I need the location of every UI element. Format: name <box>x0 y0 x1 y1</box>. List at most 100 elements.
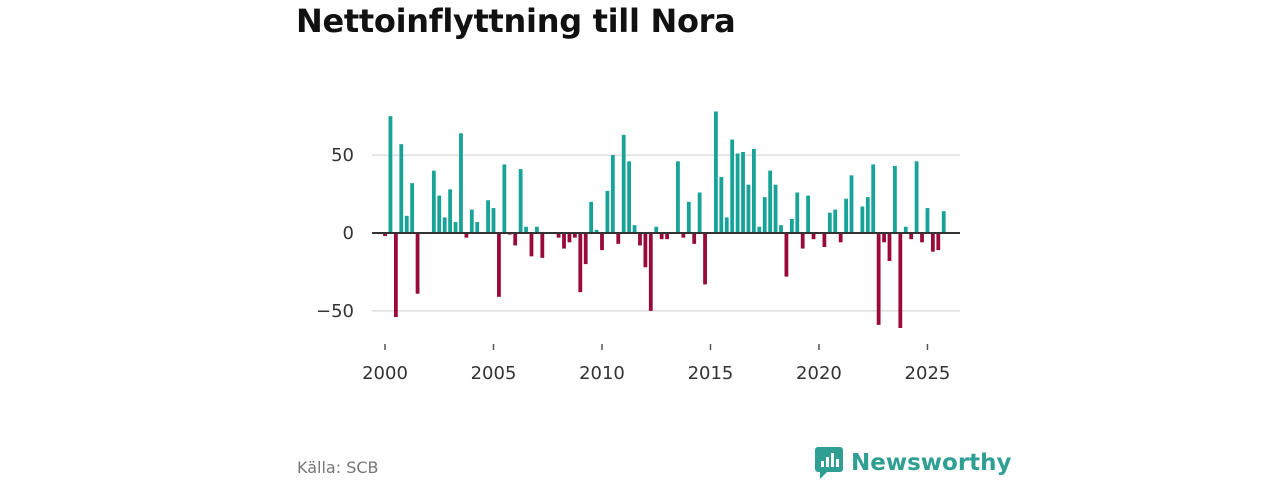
y-tick-label: −50 <box>316 301 354 322</box>
bar <box>410 183 415 233</box>
bar <box>860 206 865 233</box>
bar <box>502 164 507 233</box>
bar <box>393 232 398 318</box>
brand-name: Newsworthy <box>851 450 1012 476</box>
bar <box>903 226 908 233</box>
bar <box>540 232 545 258</box>
bar <box>518 169 523 233</box>
bar <box>757 226 762 233</box>
bar <box>643 232 648 268</box>
bar <box>925 208 930 233</box>
bar <box>871 164 876 233</box>
bar <box>491 208 496 233</box>
bar <box>415 232 420 294</box>
bar <box>724 217 729 233</box>
y-tick-label: 50 <box>331 145 354 166</box>
bar <box>751 148 756 233</box>
bar <box>833 209 838 233</box>
bar <box>659 232 664 240</box>
bar <box>399 144 404 233</box>
bar <box>882 232 886 243</box>
x-tick-label: 2025 <box>905 363 951 384</box>
x-tick-label: 2000 <box>362 363 408 384</box>
bar <box>431 170 436 233</box>
bar <box>730 139 735 233</box>
x-tick-label: 2010 <box>579 363 625 384</box>
bar <box>638 232 642 246</box>
x-tick-label: 2015 <box>688 363 734 384</box>
bar <box>589 201 594 233</box>
bar <box>578 232 583 293</box>
bar <box>513 232 518 246</box>
bar <box>768 170 773 233</box>
bar <box>464 232 469 238</box>
bar <box>779 225 783 233</box>
x-tick-label: 2005 <box>471 363 517 384</box>
bar <box>616 232 621 244</box>
bar <box>876 232 881 325</box>
bar <box>703 232 707 285</box>
bar <box>865 197 870 233</box>
bar <box>735 153 740 233</box>
bar <box>486 200 490 233</box>
chart-title: Nettoinflyttning till Nora <box>296 2 736 40</box>
bar <box>784 232 789 277</box>
bar <box>654 226 659 233</box>
y-axis-ticks: 50 0 −50 <box>316 145 354 322</box>
bar <box>404 215 409 233</box>
bar <box>844 198 848 233</box>
bar <box>697 192 702 233</box>
bar <box>887 232 892 262</box>
bar <box>665 232 669 240</box>
bar <box>762 197 767 233</box>
brand-logo[interactable]: Newsworthy <box>815 446 1012 480</box>
bar <box>914 161 919 233</box>
bar <box>437 195 442 233</box>
bar <box>822 232 827 247</box>
bar <box>806 195 811 233</box>
bar <box>600 232 604 251</box>
x-axis-ticks: 2000 2005 2010 2015 2020 2025 <box>362 344 950 384</box>
bar <box>692 232 697 244</box>
bar <box>567 232 572 243</box>
bar <box>893 165 897 233</box>
bar <box>681 232 686 238</box>
bar <box>941 211 946 233</box>
newsworthy-icon <box>815 447 843 479</box>
bar <box>909 232 914 240</box>
bar <box>556 232 561 238</box>
x-tick-label: 2020 <box>796 363 842 384</box>
bar <box>714 111 718 233</box>
bar <box>632 225 637 233</box>
bar <box>535 226 539 233</box>
bar <box>741 151 745 233</box>
bar <box>605 190 610 233</box>
bar <box>594 229 599 233</box>
bar <box>849 175 854 233</box>
bar <box>746 184 751 233</box>
bar <box>827 212 832 233</box>
y-tick-label: 0 <box>343 223 354 244</box>
bar <box>448 189 453 233</box>
bar <box>610 155 615 233</box>
bar <box>627 161 632 233</box>
bar <box>686 201 691 233</box>
bar <box>529 232 534 257</box>
bar <box>475 222 480 233</box>
bar <box>719 176 724 233</box>
bar <box>800 232 805 249</box>
bar <box>572 232 577 238</box>
bars <box>383 111 946 328</box>
bar <box>459 133 463 233</box>
bar <box>388 116 393 233</box>
source-note: Källa: SCB <box>297 458 379 477</box>
bar <box>524 226 528 233</box>
bar <box>811 232 816 240</box>
bar <box>453 222 458 233</box>
bar <box>898 232 903 328</box>
bar <box>676 161 680 233</box>
gridlines <box>372 154 960 312</box>
bar <box>383 232 387 237</box>
bar <box>583 232 588 265</box>
bar <box>920 232 924 243</box>
